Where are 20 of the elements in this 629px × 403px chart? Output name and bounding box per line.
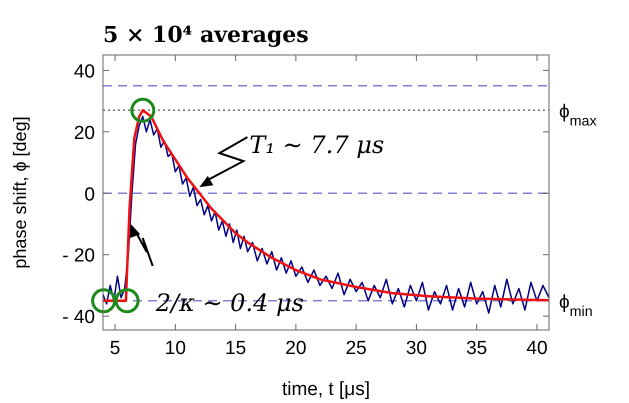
x-axis-title: time, t [μs]	[282, 379, 370, 400]
chart-title: 5 × 10⁴ averages	[103, 22, 309, 48]
y-tick-label: 40	[74, 61, 95, 82]
annotation: T₁ ∼ 7.7 μs	[249, 131, 384, 160]
y-axis-title: phase shift, ϕ [deg]	[10, 116, 30, 269]
x-tick-label: 30	[406, 338, 427, 359]
y-tick-label: 0	[84, 184, 95, 206]
y-tick-label: - 40	[62, 307, 95, 328]
y-tick-label: 20	[74, 122, 95, 144]
annotation: 2/κ ∼ 0.4 μs	[154, 288, 304, 317]
x-tick-label: 20	[285, 338, 306, 359]
x-tick-label: 10	[164, 338, 186, 359]
x-tick-label: 40	[526, 338, 548, 359]
ref-line-label: ϕ$_{max}$	[559, 101, 597, 130]
x-tick-label: 35	[466, 338, 488, 359]
y-tick-label: - 20	[62, 246, 95, 267]
x-tick-label: 15	[225, 338, 246, 359]
x-tick-label: 5	[110, 338, 120, 359]
x-tick-label: 25	[346, 338, 367, 359]
ref-line-label: ϕ$_{min}$	[559, 292, 593, 320]
